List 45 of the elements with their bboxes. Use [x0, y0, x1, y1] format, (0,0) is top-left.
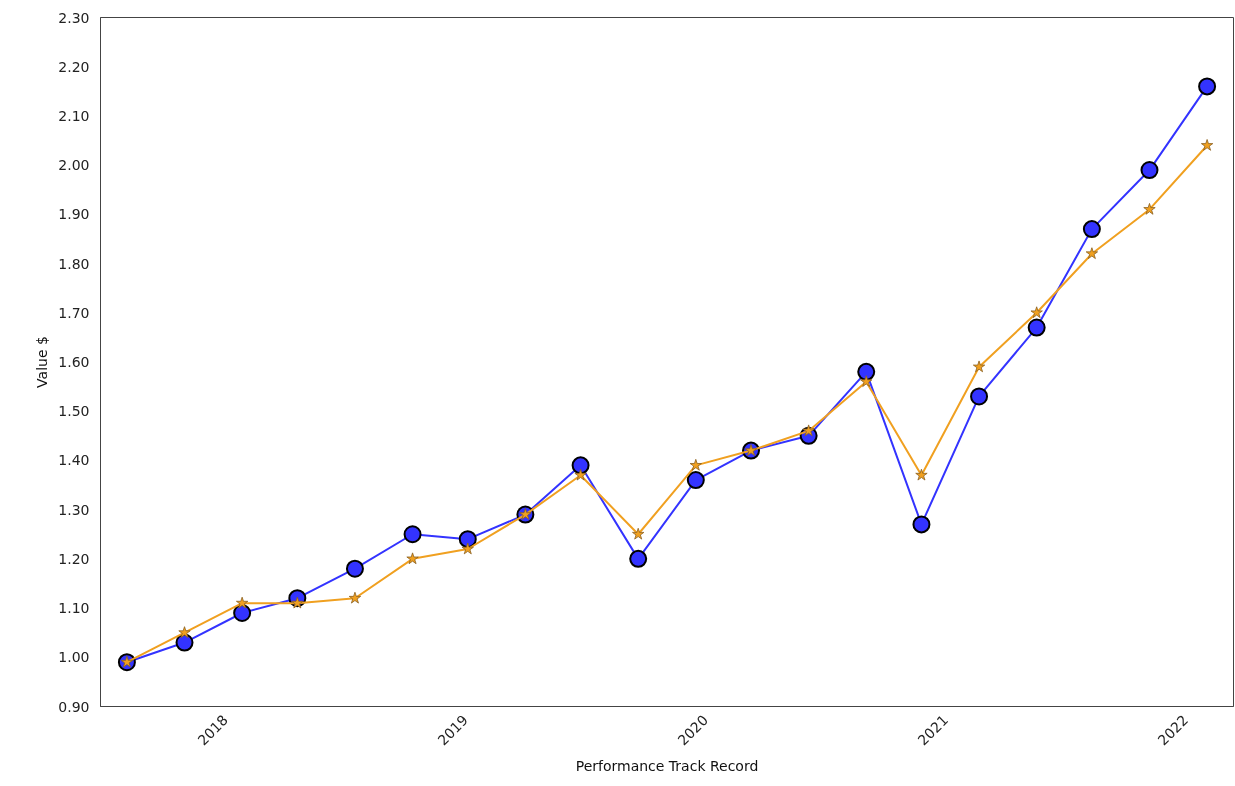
point: [1085, 247, 1098, 259]
y-tick-label: 1.00: [58, 649, 90, 666]
y-tick-label: 1.50: [58, 403, 90, 420]
y-tick-label: 1.60: [58, 354, 90, 370]
point: [571, 456, 590, 475]
y-tick-label: 1.30: [58, 501, 90, 518]
point: [403, 525, 422, 544]
y-tick-label: 1.40: [58, 452, 90, 469]
point: [912, 515, 931, 534]
point: [689, 458, 702, 471]
point: [348, 591, 362, 604]
point: [458, 530, 477, 549]
point: [345, 559, 364, 578]
point: [1200, 139, 1214, 151]
point: [1082, 220, 1101, 239]
y-tick-label: 1.70: [58, 304, 90, 321]
point: [686, 471, 705, 490]
point: [406, 552, 419, 565]
y-tick-label: 2.30: [58, 9, 90, 26]
y-tick-label: 1.20: [58, 550, 90, 567]
point: [1140, 161, 1159, 180]
point: [1027, 318, 1046, 337]
y-tick-label: 2.00: [58, 157, 90, 174]
y-tick-label: 1.10: [58, 600, 90, 617]
y-tick-label: 1.90: [58, 206, 90, 223]
x-axis-title: Performance Track Record: [575, 757, 759, 774]
y-tick-label: 1.80: [58, 255, 90, 272]
point: [857, 362, 876, 381]
point: [970, 387, 989, 406]
point: [860, 375, 873, 387]
point: [1198, 77, 1217, 96]
y-axis-title: Value $: [34, 336, 51, 388]
y-tick-label: 2.10: [58, 107, 90, 124]
point: [629, 549, 648, 568]
point: [1030, 306, 1043, 319]
y-tick-label: 2.20: [58, 58, 90, 75]
point: [972, 360, 986, 373]
point: [574, 468, 587, 481]
point: [236, 596, 249, 609]
point: [915, 468, 928, 481]
point: [1143, 203, 1156, 215]
y-tick-label: 0.90: [58, 698, 90, 715]
point: [461, 542, 474, 555]
point: [178, 626, 191, 638]
point: [632, 527, 645, 540]
